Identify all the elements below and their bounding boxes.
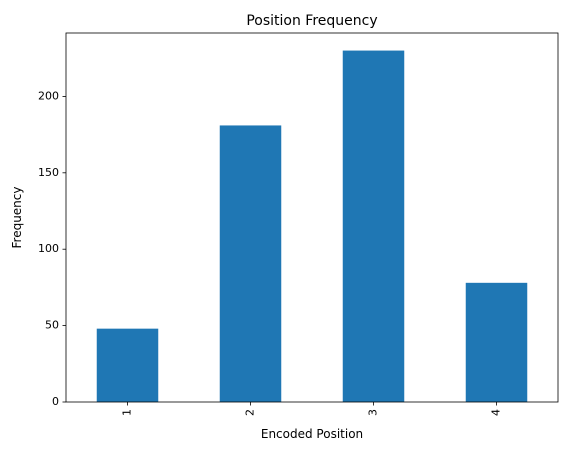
bar-3 [342,50,405,402]
x-tick-label: 2 [244,409,257,416]
bar-group [96,50,528,403]
y-tick-label: 0 [52,395,59,408]
y-axis-label: Frequency [10,187,24,249]
bar-2 [219,125,282,403]
bar-4 [465,282,528,402]
bar-1 [96,328,159,402]
x-tick-label: 3 [367,409,380,416]
chart-title: Position Frequency [246,13,377,29]
x-tick-label: 4 [490,409,503,416]
y-tick-label: 100 [38,242,59,255]
y-tick-label: 200 [38,89,59,102]
x-axis: 1 2 3 4 [121,402,503,416]
plot-frame [65,32,559,403]
y-tick-label: 150 [38,166,59,179]
x-tick-label: 1 [121,409,134,416]
y-axis: 0 50 100 150 200 [38,89,66,408]
y-tick-label: 50 [45,319,59,332]
x-axis-label: Encoded Position [261,427,363,441]
